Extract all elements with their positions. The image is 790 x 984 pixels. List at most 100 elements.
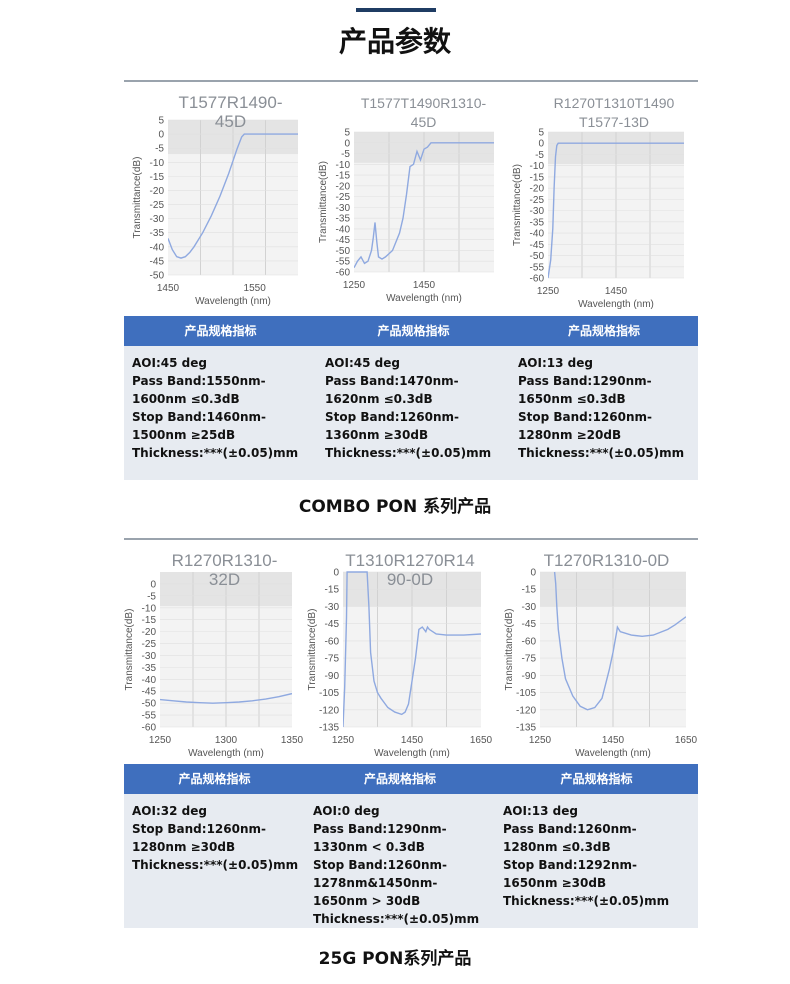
x-axis-label: Wavelength (nm) bbox=[188, 748, 264, 759]
spec-line: Stop Band:1260nm- bbox=[313, 858, 447, 872]
y-tick-label: -35 bbox=[336, 214, 351, 225]
spec-line: Pass Band:1550nm- bbox=[132, 374, 266, 388]
spec-line: Thickness:***(±0.05)mm bbox=[518, 446, 685, 460]
x-tick-label: 1450 bbox=[605, 286, 628, 297]
y-tick-label: -75 bbox=[522, 654, 537, 665]
y-axis-label: Transmittance(dB) bbox=[307, 609, 318, 691]
title-accent-bar bbox=[356, 8, 436, 12]
y-tick-label: 0 bbox=[538, 139, 544, 150]
y-tick-label: -105 bbox=[516, 688, 536, 699]
section-title-25g-pon: 25G PON系列产品 bbox=[318, 949, 472, 969]
spec-list: AOI:13 deg Pass Band:1290nm- 1650nm ≤0.3dB… bbox=[510, 346, 698, 480]
y-tick-label: -45 bbox=[150, 256, 165, 267]
series-line bbox=[160, 692, 292, 704]
spec-line: 1280nm ≤0.3dB bbox=[503, 840, 611, 854]
chart-card-1: 5 0 -5 -10 -15 -20 -25 -30 -35 -40 -45 -50 1450 1550 W… bbox=[124, 80, 317, 318]
spec-header: 产品规格指标 bbox=[124, 764, 305, 794]
y-axis-label: Transmittance(dB) bbox=[318, 161, 329, 243]
x-axis-label: Wavelength (nm) bbox=[386, 293, 462, 304]
spec-line: 1278nm&1450nm- bbox=[313, 876, 438, 890]
x-tick-label: 1250 bbox=[343, 280, 366, 291]
chart-title: T1577-13D bbox=[579, 114, 649, 130]
chart-title: T1310R1270R14 bbox=[345, 551, 474, 570]
y-tick-label: -20 bbox=[336, 181, 351, 192]
y-tick-label: -10 bbox=[150, 158, 165, 169]
spec-line: Thickness:***(±0.05)mm bbox=[132, 858, 299, 872]
y-tick-label: -40 bbox=[336, 224, 351, 235]
y-axis-label: Transmittance(dB) bbox=[132, 157, 143, 239]
spec-line: Pass Band:1470nm- bbox=[325, 374, 459, 388]
y-tick-label: 0 bbox=[344, 138, 350, 149]
transmittance-chart-4: 0-5-10-15-20-25-30-35-40-45-50-55-601250… bbox=[124, 551, 304, 759]
y-tick-label: -45 bbox=[530, 240, 545, 251]
y-tick-label: -5 bbox=[147, 591, 156, 602]
y-tick-label: -35 bbox=[142, 663, 157, 674]
y-tick-label: -15 bbox=[522, 585, 537, 596]
y-tick-label: -15 bbox=[325, 585, 340, 596]
y-tick-label: 5 bbox=[158, 116, 164, 127]
chart-card-2: 5 0 -5 -10 -15 -20 -25 -30 -35 -40 -45 -50 -55 -60 125… bbox=[317, 80, 510, 318]
x-tick-label: 1250 bbox=[529, 735, 552, 746]
spec-line: 1280nm ≥30dB bbox=[132, 840, 236, 854]
spec-line: Thickness:***(±0.05)mm bbox=[325, 446, 492, 460]
x-tick-label: 1450 bbox=[157, 283, 180, 294]
series-line bbox=[168, 133, 298, 259]
y-tick-label: -60 bbox=[142, 723, 157, 734]
y-tick-label: -40 bbox=[150, 242, 165, 253]
spec-line: Stop Band:1460nm- bbox=[132, 410, 266, 424]
spec-header: 产品规格指标 bbox=[510, 316, 698, 346]
y-tick-label: 0 bbox=[333, 568, 339, 579]
x-tick-label: 1450 bbox=[413, 280, 436, 291]
y-tick-label: -40 bbox=[142, 675, 157, 686]
y-tick-label: -135 bbox=[516, 723, 536, 734]
chart-title: 32D bbox=[209, 570, 240, 589]
y-tick-label: -75 bbox=[325, 654, 340, 665]
y-tick-label: -25 bbox=[336, 192, 351, 203]
series-line bbox=[343, 571, 481, 728]
x-tick-label: 1250 bbox=[149, 735, 172, 746]
series-line bbox=[354, 142, 494, 269]
chart-title: R1270T1310T1490 bbox=[554, 95, 675, 111]
spec-line: 1620nm ≤0.3dB bbox=[325, 392, 433, 406]
y-tick-label: -20 bbox=[530, 184, 545, 195]
y-tick-label: 5 bbox=[344, 128, 350, 139]
spec-line: AOI:13 deg bbox=[503, 804, 578, 818]
spec-line: 1650nm ≤0.3dB bbox=[518, 392, 626, 406]
x-tick-label: 1350 bbox=[281, 735, 304, 746]
spec-line: Pass Band:1290nm- bbox=[313, 822, 447, 836]
chart-title: 45D bbox=[215, 112, 246, 131]
y-tick-label: -45 bbox=[325, 619, 340, 630]
y-tick-label: -10 bbox=[530, 161, 545, 172]
y-tick-label: -45 bbox=[336, 235, 351, 246]
spec-line: 1360nm ≥30dB bbox=[325, 428, 429, 442]
y-tick-label: -10 bbox=[336, 160, 351, 171]
y-tick-label: -35 bbox=[150, 228, 165, 239]
x-axis-label: Wavelength (nm) bbox=[195, 296, 271, 307]
y-tick-label: -120 bbox=[319, 705, 339, 716]
series-line bbox=[553, 571, 686, 711]
section-title-combo-pon: COMBO PON 系列产品 bbox=[298, 497, 492, 517]
y-tick-label: -25 bbox=[530, 195, 545, 206]
spec-list: AOI:13 deg Pass Band:1260nm- 1280nm ≤0.3dB… bbox=[495, 794, 698, 928]
y-tick-label: -135 bbox=[319, 723, 339, 734]
spec-line: AOI:32 deg bbox=[132, 804, 207, 818]
x-tick-label: 1450 bbox=[602, 735, 625, 746]
y-tick-label: -45 bbox=[522, 619, 537, 630]
y-tick-label: -15 bbox=[150, 172, 165, 183]
spec-line: AOI:45 deg bbox=[325, 356, 400, 370]
y-tick-label: -50 bbox=[150, 271, 165, 282]
x-axis-label: Wavelength (nm) bbox=[374, 748, 450, 759]
y-tick-label: -60 bbox=[530, 274, 545, 285]
spec-line: Thickness:***(±0.05)mm bbox=[313, 912, 480, 926]
y-tick-label: 5 bbox=[538, 128, 544, 139]
y-tick-label: -40 bbox=[530, 229, 545, 240]
chart-title: T1270R1310-0D bbox=[544, 551, 670, 570]
chart-card-5: 0 -15 -30 -45 -60 -75 -90 -105 -120 -135 1250 1450 1… bbox=[305, 538, 495, 766]
y-tick-label: -45 bbox=[142, 687, 157, 698]
spec-line: AOI:45 deg bbox=[132, 356, 207, 370]
spec-line: 1500nm ≥25dB bbox=[132, 428, 236, 442]
y-tick-label: -20 bbox=[150, 186, 165, 197]
transmittance-chart-2: 50-5-10-15-20-25-30-35-40-45-50-55-60125… bbox=[318, 95, 494, 304]
spec-line: 1280nm ≥20dB bbox=[518, 428, 622, 442]
